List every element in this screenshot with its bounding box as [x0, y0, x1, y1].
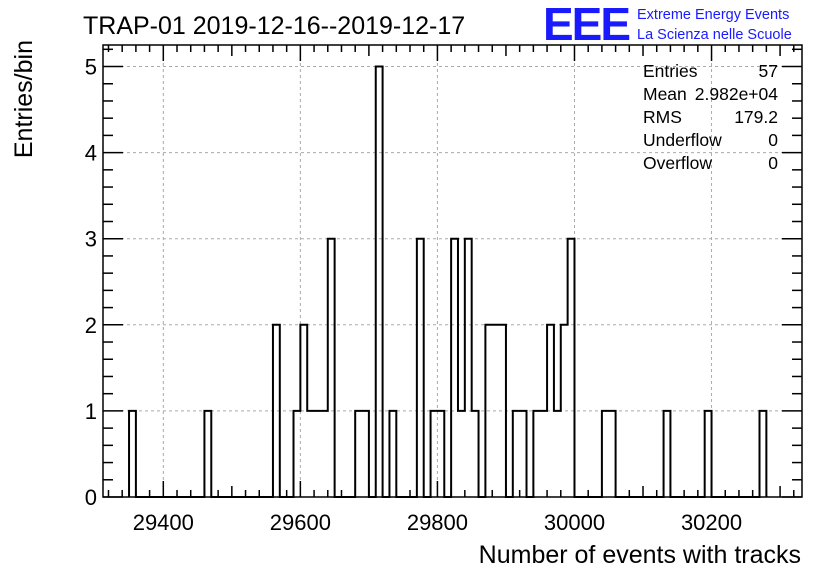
histogram-bin: [431, 411, 438, 497]
stats-value: 2.982e+04: [695, 84, 778, 104]
y-tick-label: 4: [85, 141, 97, 166]
stats-value: 179.2: [734, 107, 778, 127]
stats-label: Underflow: [643, 130, 722, 150]
y-tick-label: 5: [85, 55, 97, 80]
y-tick-label: 3: [85, 227, 97, 252]
histogram-bin: [328, 239, 335, 497]
logo-mark: EEE: [543, 0, 629, 50]
stats-value: 0: [768, 153, 778, 173]
y-tick-label: 2: [85, 313, 97, 338]
histogram-bin: [307, 411, 314, 497]
histogram-bin: [129, 411, 136, 497]
histogram-bin: [458, 411, 465, 497]
stats-label: Overflow: [643, 153, 712, 173]
histogram-bin: [472, 411, 479, 497]
x-tick-label: 30000: [544, 510, 605, 535]
histogram-bin: [520, 411, 527, 497]
histogram-bin: [513, 411, 520, 497]
x-tick-label: 29400: [133, 510, 194, 535]
histogram-bin: [760, 411, 767, 497]
histogram-bin: [554, 411, 561, 497]
histogram-bin: [451, 239, 458, 497]
stats-label: Entries: [643, 61, 698, 81]
histogram-bin: [609, 411, 616, 497]
stats-label: Mean: [643, 84, 687, 104]
x-axis-title: Number of events with tracks: [479, 541, 801, 569]
histogram-bin: [540, 411, 547, 497]
plot-frame: [102, 44, 803, 498]
histogram-bin: [204, 411, 211, 497]
histogram-bin: [362, 411, 369, 497]
histogram-bin: [355, 411, 362, 497]
eee-logo: EEE Extreme Energy Events La Scienza nel…: [543, 0, 792, 50]
stats-box: Entries 57 Mean 2.982e+04 RMS 179.2 Underflow 0…: [643, 61, 778, 173]
x-tick-label: 29600: [270, 510, 331, 535]
histogram-bin: [437, 411, 444, 497]
axis-ticks: [103, 45, 802, 498]
x-tick-label: 29800: [407, 510, 468, 535]
histogram-bin: [533, 411, 540, 497]
logo-line-1: Extreme Energy Events: [637, 7, 789, 23]
histogram-bin: [602, 411, 609, 497]
y-tick-label: 1: [85, 399, 97, 424]
x-tick-label: 30200: [681, 510, 742, 535]
grid-layer: [103, 45, 802, 497]
stats-value: 57: [759, 61, 778, 81]
histogram-bin: [376, 67, 383, 497]
y-tick-label: 0: [85, 485, 97, 510]
histogram-bin: [568, 239, 575, 497]
histogram-bin: [465, 239, 472, 497]
chart-title: TRAP-01 2019-12-16--2019-12-17: [83, 12, 465, 40]
histogram-bin: [389, 411, 396, 497]
logo-line-2: La Scienza nelle Scuole: [637, 27, 792, 43]
histogram-bin: [294, 411, 301, 497]
histogram-bin: [705, 411, 712, 497]
histogram-bin: [321, 411, 328, 497]
stats-label: RMS: [643, 107, 682, 127]
histogram-bin: [314, 411, 321, 497]
tick-labels: 29400 29600 29800 30000 30200 0 1 2 3 4 5: [85, 55, 742, 535]
y-axis-title: Entries/bin: [10, 40, 38, 158]
stats-value: 0: [768, 130, 778, 150]
histogram-bin: [417, 239, 424, 497]
histogram-bin: [664, 411, 671, 497]
